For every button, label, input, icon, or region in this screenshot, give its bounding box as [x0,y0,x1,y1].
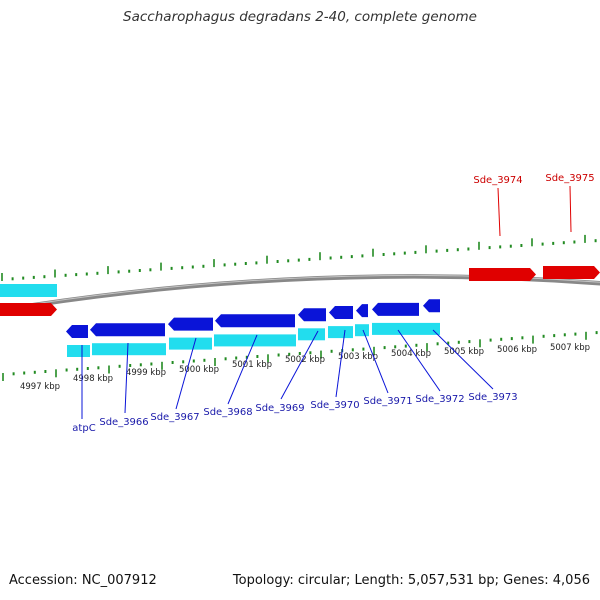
cds-track-segment [169,337,212,350]
kbp-label: 4997 kbp [20,382,60,392]
kbp-label: 5007 kbp [550,343,590,353]
cds-track-segment [298,328,325,341]
reverse-gene-arrow [329,306,353,319]
kbp-label: 5005 kbp [444,347,484,357]
kbp-label: 5000 kbp [179,365,219,375]
feature-tracks [0,266,600,357]
leader-line-forward [497,187,501,237]
gene-label-reverse: Sde_3967 [150,412,199,423]
lower-tick-ruler [2,331,598,381]
accession-text: Accession: NC_007912 [9,573,157,588]
left-cds-bar [0,284,57,297]
gene-label-reverse: Sde_3972 [415,394,464,405]
reverse-gene-arrow [90,323,165,337]
gene-label-reverse: Sde_3968 [203,407,252,418]
gene-labels: atpC Sde_3966 Sde_3967 Sde_3968 Sde_3969 Sde_… [72,173,594,434]
kbp-labels: 4997 kbp 4998 kbp 4999 kbp 5000 kbp 5001 kbp… [20,343,590,392]
reverse-gene-arrow [168,317,213,331]
leader-line-reverse [175,337,197,410]
gene-label-reverse: Sde_3973 [468,392,517,403]
kbp-label: 5006 kbp [497,345,537,355]
leader-line-reverse [227,334,258,405]
gene-label-forward: Sde_3974 [473,175,522,186]
reverse-gene-arrow [372,302,419,316]
reverse-gene-arrow [66,325,88,338]
leader-line-reverse [335,329,346,398]
gene-label-reverse: atpC [72,423,95,434]
kbp-label: 5004 kbp [391,349,431,359]
leader-line-reverse [432,329,494,390]
left-forward-gene-arrow [0,303,57,316]
leader-line-forward [569,185,572,233]
kbp-label: 5002 kbp [285,355,325,365]
reverse-gene-arrow [356,304,368,318]
gene-label-reverse: Sde_3970 [310,400,359,411]
gene-leader-lines [81,185,572,419]
leader-line-reverse [397,329,441,392]
upper-tick-ruler [1,234,597,281]
forward-gene-arrow-sde-3974 [469,268,536,281]
reverse-gene-arrow [298,308,326,322]
genome-title: Saccharophagus degradans 2-40, complete … [123,9,477,25]
gene-label-forward: Sde_3975 [545,173,594,184]
kbp-label: 5003 kbp [338,352,378,362]
cds-track-segment [372,322,440,335]
gene-label-reverse: Sde_3966 [99,417,148,428]
kbp-label: 5001 kbp [232,360,272,370]
cds-track-segment [92,343,166,356]
reverse-gene-arrow [423,299,440,313]
leader-line-reverse [280,330,319,400]
leader-line-reverse [362,329,389,394]
leader-line-reverse [124,342,129,414]
cds-track-segment [67,345,90,357]
cds-track-segment [328,326,353,339]
gene-label-reverse: Sde_3969 [255,403,304,414]
cds-track-segment [355,324,369,337]
forward-gene-arrow-sde-3975 [543,266,600,279]
kbp-label: 4999 kbp [126,368,166,378]
topology-text: Topology: circular; Length: 5,057,531 bp… [232,573,590,588]
gene-label-reverse: Sde_3971 [363,396,412,407]
reverse-gene-arrow [215,314,295,328]
backbone-line [0,274,600,313]
kbp-label: 4998 kbp [73,374,113,384]
